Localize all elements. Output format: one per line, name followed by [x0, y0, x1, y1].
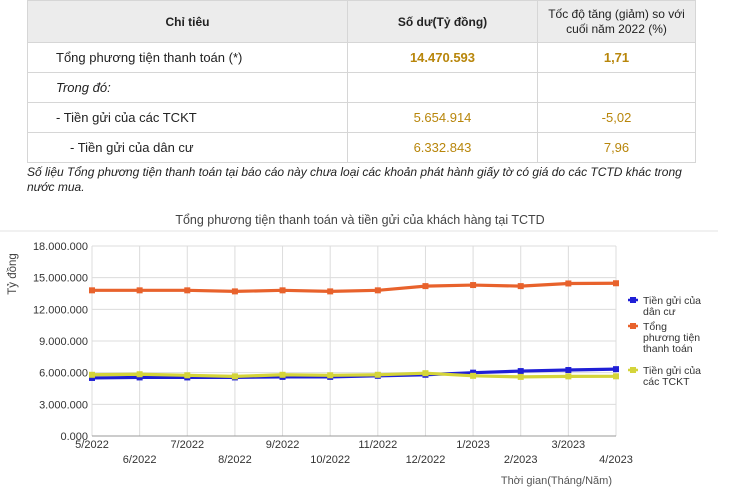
table-cell: 14.470.593 [347, 42, 538, 73]
legend-swatch-marker [630, 367, 636, 373]
data-point [89, 374, 95, 381]
table-cell: - Tiền gửi của các TCKT [27, 102, 348, 133]
data-point [565, 280, 572, 287]
x-tick-label: 7/2022 [170, 439, 204, 451]
data-point [470, 369, 477, 376]
legend-label: Tổng [643, 321, 667, 333]
table-header-row: Chỉ tiêu Số dư(Tỷ đồng) Tốc độ tăng (giả… [27, 0, 696, 43]
series-line [92, 281, 617, 293]
table-cell: -5,02 [537, 102, 696, 133]
y-tick-label: 3.000.000 [39, 399, 88, 411]
data-point [517, 373, 524, 380]
x-tick-label: 4/2023 [599, 454, 633, 466]
data-point [89, 371, 95, 378]
data-point [422, 370, 429, 377]
data-point [565, 367, 572, 374]
x-axis-label: Thời gian(Tháng/Năm) [501, 475, 612, 487]
table-cell: 7,96 [537, 132, 696, 163]
data-point [327, 372, 334, 379]
legend-label: Tiền gửi của [643, 295, 701, 307]
data-point [470, 372, 477, 379]
table-cell [537, 72, 696, 103]
table-cell: - Tiền gửi của dân cư [27, 132, 348, 163]
x-tick-label: 5/2022 [75, 439, 109, 451]
x-tick-labels: 5/2022 6/2022 7/2022 8/2022 9/2022 10/2022 11/… [75, 439, 633, 466]
footnote: Số liệu Tổng phương tiện thanh toán tại … [27, 165, 682, 194]
y-axis-label: Tỷ đồng [7, 253, 19, 295]
data-point [565, 373, 572, 380]
table-cell: 6.332.843 [347, 132, 538, 163]
data-point [136, 374, 143, 381]
x-tick-label: 9/2022 [266, 439, 300, 451]
data-point [184, 372, 191, 379]
y-tick-label: 6.000.000 [39, 368, 88, 380]
table-row: - Tiền gửi của các TCKT 5.654.914 -5,02 [27, 102, 696, 133]
x-tick-label: 11/2022 [358, 439, 397, 451]
data-point [374, 371, 381, 378]
x-tick-label: 12/2022 [406, 454, 446, 466]
x-tick-label: 10/2022 [310, 454, 350, 466]
data-point [470, 282, 477, 289]
table-row: Trong đó: [27, 72, 696, 103]
table-header: Chỉ tiêu [27, 0, 348, 43]
legend-label: phương tiện [643, 332, 700, 344]
data-point [231, 373, 238, 380]
y-tick-label: 0.000 [60, 431, 88, 443]
legend-label: thanh toán [643, 343, 693, 355]
data-point [327, 288, 334, 295]
table-header: Tốc độ tăng (giảm) so với cuối năm 2022 … [537, 0, 696, 43]
data-point [184, 287, 191, 294]
y-tick-label: 15.000.000 [33, 273, 88, 285]
series-lines [89, 280, 619, 381]
table-header: Số dư(Tỷ đồng) [347, 0, 538, 43]
data-point [422, 283, 429, 290]
series-line [91, 371, 617, 379]
legend-label: dân cư [643, 306, 676, 318]
data-point [136, 287, 143, 294]
summary-table-wrap: Chỉ tiêu Số dư(Tỷ đồng) Tốc độ tăng (giả… [27, 0, 696, 163]
data-point [517, 368, 524, 375]
x-tick-label: 3/2023 [552, 439, 586, 451]
data-point [89, 287, 95, 294]
data-point [374, 287, 381, 294]
legend-label: các TCKT [643, 376, 690, 388]
data-point [613, 373, 619, 380]
data-point [517, 283, 524, 290]
table-row: Tổng phương tiện thanh toán (*) 14.470.5… [27, 42, 696, 73]
y-tick-labels: 18.000.000 15.000.000 12.000.000 9.000.000 6… [33, 241, 88, 443]
chart-container: Tổng phương tiện thanh toán và tiền gửi … [0, 206, 718, 496]
legend-swatch-marker [630, 323, 636, 329]
data-point [279, 371, 286, 378]
summary-table: Chỉ tiêu Số dư(Tỷ đồng) Tốc độ tăng (giả… [27, 0, 696, 163]
table-cell: Trong đó: [27, 72, 348, 103]
data-point [613, 366, 619, 373]
data-point [279, 287, 286, 294]
table-row: - Tiền gửi của dân cư 6.332.843 7,96 [27, 132, 696, 163]
x-tick-label: 1/2023 [456, 439, 490, 451]
line-chart: Tổng phương tiện thanh toán và tiền gửi … [0, 213, 718, 487]
table-cell: 1,71 [537, 42, 696, 73]
y-tick-label: 9.000.000 [39, 336, 88, 348]
data-point [613, 280, 619, 287]
y-tick-label: 12.000.000 [33, 304, 88, 316]
x-tick-label: 8/2022 [218, 454, 252, 466]
data-point [231, 288, 238, 295]
data-point [136, 371, 143, 378]
chart-title: Tổng phương tiện thanh toán và tiền gửi … [175, 213, 544, 227]
y-tick-label: 18.000.000 [33, 241, 88, 253]
grid [91, 245, 617, 437]
x-tick-label: 6/2022 [123, 454, 157, 466]
legend-swatch-marker [630, 297, 636, 303]
legend-label: Tiền gửi của [643, 365, 701, 377]
table-cell: Tổng phương tiện thanh toán (*) [27, 42, 348, 73]
x-tick-label: 2/2023 [504, 454, 538, 466]
table-cell: 5.654.914 [347, 102, 538, 133]
table-cell [347, 72, 538, 103]
